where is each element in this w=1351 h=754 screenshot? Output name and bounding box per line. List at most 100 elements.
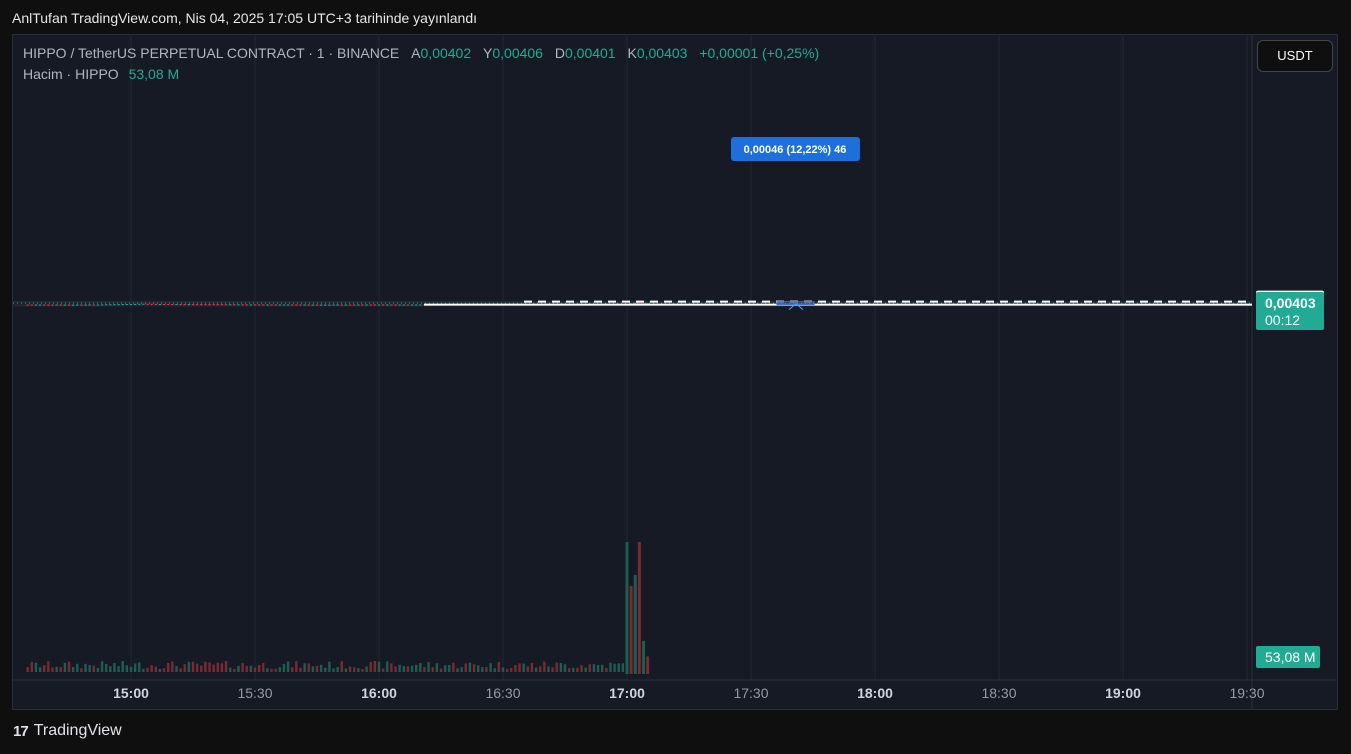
volume-bar-987 xyxy=(489,663,492,672)
chart-frame[interactable] xyxy=(12,34,1338,710)
volume-bar-929 xyxy=(249,665,253,672)
volume-bar-979 xyxy=(456,668,459,672)
x-tick-label-5: 17:30 xyxy=(733,685,768,701)
currency-button[interactable]: USDT xyxy=(1257,40,1333,72)
volume-bar-877 xyxy=(34,662,38,672)
candle-body-949 xyxy=(332,304,335,306)
volume-bar-932 xyxy=(262,663,265,672)
volume-bar-944 xyxy=(311,666,315,672)
volume-bar-1000 xyxy=(543,661,546,672)
volume-bar-895 xyxy=(109,666,112,672)
volume-spike-2 xyxy=(633,575,637,674)
volume-bar-1017 xyxy=(613,663,616,672)
volume-bar-876 xyxy=(30,661,34,672)
volume-bar-886 xyxy=(71,667,75,672)
publish-info: AnlTufan TradingView.com, Nis 04, 2025 1… xyxy=(12,10,477,26)
volume-bar-890 xyxy=(88,665,91,672)
low-label: D xyxy=(554,45,565,61)
x-tick-label-3: 16:30 xyxy=(485,685,520,701)
volume-bar-959 xyxy=(373,661,377,672)
volume-bar-957 xyxy=(365,666,368,672)
volume-bar-962 xyxy=(386,661,389,672)
candle-body-875 xyxy=(26,304,29,306)
volume-bar-923 xyxy=(224,661,228,672)
candle-body-928 xyxy=(245,304,248,306)
candle-body-914 xyxy=(187,304,191,306)
volume-bar-905 xyxy=(150,665,153,672)
volume-value: 53,08 M xyxy=(128,66,180,82)
candle-body-922 xyxy=(220,304,224,306)
candle-body-951 xyxy=(340,304,343,306)
volume-bar-981 xyxy=(464,663,467,672)
volume-bar-1003 xyxy=(555,662,558,672)
volume-bar-988 xyxy=(493,668,496,672)
volume-bar-926 xyxy=(237,665,240,672)
candle-body-969 xyxy=(414,304,418,306)
volume-legend[interactable]: Hacim · HIPPO 53,08 M xyxy=(23,66,179,82)
x-tick-label-7: 18:30 xyxy=(981,685,1016,701)
candle-body-964 xyxy=(394,304,397,306)
volume-bar-1011 xyxy=(588,664,591,672)
volume-spike-5 xyxy=(646,656,650,674)
footer-brand[interactable]: 17 TradingView xyxy=(13,722,122,740)
volume-label: Hacim · HIPPO xyxy=(23,66,119,82)
volume-bar-882 xyxy=(55,666,58,672)
volume-bar-891 xyxy=(92,665,96,672)
volume-bar-992 xyxy=(510,668,513,672)
candle-body-947 xyxy=(324,304,327,306)
candle-body-934 xyxy=(270,304,273,306)
candle-body-884 xyxy=(63,304,67,306)
volume-bar-914 xyxy=(187,661,191,672)
volume-bar-984 xyxy=(476,665,480,672)
volume-bar-1005 xyxy=(563,664,567,672)
volume-bar-948 xyxy=(328,661,331,672)
measure-arrow-head xyxy=(788,303,804,311)
symbol-title[interactable]: HIPPO / TetherUS PERPETUAL CONTRACT · 1 … xyxy=(23,45,400,61)
candle-body-956 xyxy=(361,304,364,306)
x-tick-label-2: 16:00 xyxy=(361,685,397,701)
candle-body-895 xyxy=(109,304,112,306)
volume-bar-969 xyxy=(414,664,418,672)
volume-bar-897 xyxy=(117,666,120,672)
candle-body-955 xyxy=(357,304,360,306)
volume-bar-908 xyxy=(162,668,166,672)
volume-bar-982 xyxy=(468,662,472,672)
candle-body-958 xyxy=(369,304,372,306)
symbol-legend[interactable]: HIPPO / TetherUS PERPETUAL CONTRACT · 1 … xyxy=(23,45,819,61)
candle-body-900 xyxy=(129,303,133,305)
brand-name: TradingView xyxy=(33,722,122,739)
volume-bar-913 xyxy=(183,664,186,672)
volume-bar-998 xyxy=(534,667,538,672)
candle-body-937 xyxy=(282,304,286,306)
volume-bar-896 xyxy=(113,663,116,672)
volume-bar-1016 xyxy=(609,662,612,672)
candle-body-892 xyxy=(96,304,100,306)
volume-bar-942 xyxy=(303,663,306,672)
candle-body-916 xyxy=(195,304,199,306)
open-value: 0,00402 xyxy=(420,45,472,61)
x-tick-label-4: 17:00 xyxy=(609,685,645,701)
candle-body-957 xyxy=(365,304,368,306)
volume-bar-956 xyxy=(361,668,364,672)
volume-bar-993 xyxy=(514,665,517,672)
volume-bar-963 xyxy=(390,663,393,672)
candle-body-925 xyxy=(233,304,236,306)
volume-bar-975 xyxy=(439,668,443,672)
current-price-tag xyxy=(1256,292,1324,330)
volume-bar-900 xyxy=(129,666,133,672)
volume-bar-946 xyxy=(319,664,323,672)
volume-tag xyxy=(1256,646,1320,668)
volume-bar-955 xyxy=(357,668,360,672)
candle-body-910 xyxy=(171,304,174,306)
candle-body-944 xyxy=(311,304,315,306)
candle-body-938 xyxy=(286,304,290,306)
open-label: A xyxy=(411,45,421,61)
volume-bar-928 xyxy=(245,665,248,672)
candle-body-907 xyxy=(158,303,162,305)
volume-bar-925 xyxy=(233,668,236,672)
candle-body-1025 xyxy=(646,303,649,305)
candle-body-890 xyxy=(88,304,91,306)
volume-bar-935 xyxy=(274,668,277,672)
candle-body-940 xyxy=(295,304,298,306)
